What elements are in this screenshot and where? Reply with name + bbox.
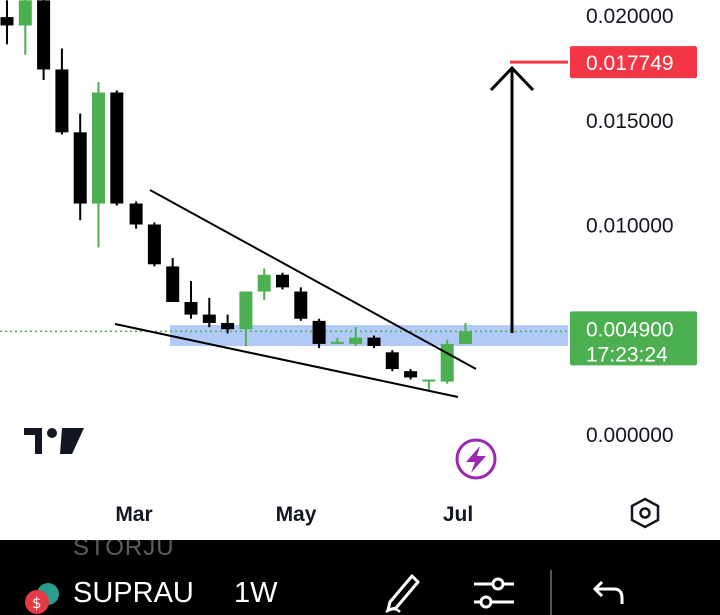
price-tick-label: 0.020000 (586, 5, 674, 28)
target-price-tag: 0.017749 (570, 46, 697, 79)
undo-icon[interactable] (592, 570, 628, 610)
candles-group (0, 0, 472, 391)
timeframe-selector[interactable]: 1W (234, 577, 278, 609)
candle-body[interactable] (110, 92, 124, 204)
upper-trendline[interactable] (149, 189, 477, 370)
time-axis[interactable]: Mar May Jul (115, 503, 473, 526)
svg-text:$: $ (32, 594, 42, 612)
candle-body[interactable] (147, 224, 161, 265)
chart-area[interactable]: 0.017749 0.004900 17:23:24 0.020000 0.015… (0, 0, 720, 540)
candle-body[interactable] (55, 69, 69, 133)
candle-body[interactable] (440, 343, 454, 382)
time-tick-label: Jul (443, 503, 473, 526)
candle-body[interactable] (129, 203, 143, 225)
candle-body[interactable] (184, 302, 198, 315)
symbol-name[interactable]: SUPRAU (73, 577, 194, 609)
bottom-toolbar: STORJU $ SUPRAU 1W (0, 540, 720, 615)
candle-body[interactable] (404, 371, 418, 378)
candle-body[interactable] (37, 0, 51, 70)
candle-body[interactable] (221, 322, 235, 330)
price-axis[interactable]: 0.020000 0.015000 0.010000 0.000000 (586, 5, 674, 447)
target-price-label: 0.017749 (586, 52, 674, 75)
time-tick-label: Mar (115, 503, 152, 526)
price-tick-label: 0.000000 (586, 424, 674, 447)
candle-body[interactable] (166, 266, 180, 303)
candle-body[interactable] (422, 379, 436, 382)
current-price-tag[interactable]: 0.004900 17:23:24 (570, 311, 697, 366)
lower-trendline[interactable] (114, 323, 459, 398)
pencil-draw-icon[interactable] (380, 570, 424, 614)
candle-body[interactable] (294, 291, 308, 319)
candle-body[interactable] (330, 341, 344, 344)
symbol-logo-icon: $ (25, 583, 59, 614)
candle-body[interactable] (202, 314, 216, 323)
candle-body[interactable] (92, 92, 105, 204)
candle-body[interactable] (459, 331, 472, 344)
candle-body[interactable] (257, 274, 271, 292)
candle-body[interactable] (276, 274, 289, 288)
target-arrow-head (489, 65, 535, 92)
time-tick-label: May (276, 503, 317, 526)
candle-body[interactable] (239, 291, 253, 330)
current-price-label: 0.004900 (586, 318, 674, 341)
price-tick-label: 0.010000 (586, 215, 674, 238)
candle-body[interactable] (349, 337, 363, 344)
sliders-icon[interactable] (472, 570, 516, 614)
tradingview-logo-icon[interactable] (24, 428, 84, 454)
previous-symbol[interactable]: STORJU (73, 540, 175, 561)
lightning-icon[interactable] (455, 438, 497, 480)
candle-body[interactable] (0, 17, 14, 26)
candle-body[interactable] (312, 320, 326, 344)
candlestick-chart[interactable]: 0.017749 0.004900 17:23:24 0.020000 0.015… (0, 0, 720, 540)
toolbar-divider (550, 570, 552, 615)
candle-body[interactable] (367, 337, 381, 347)
bar-countdown: 17:23:24 (586, 343, 668, 366)
hexagon-settings-icon[interactable] (630, 497, 660, 529)
price-tick-label: 0.015000 (586, 110, 674, 133)
candle-body[interactable] (385, 352, 399, 370)
candle-body[interactable] (18, 0, 32, 26)
candle-body[interactable] (73, 132, 87, 204)
